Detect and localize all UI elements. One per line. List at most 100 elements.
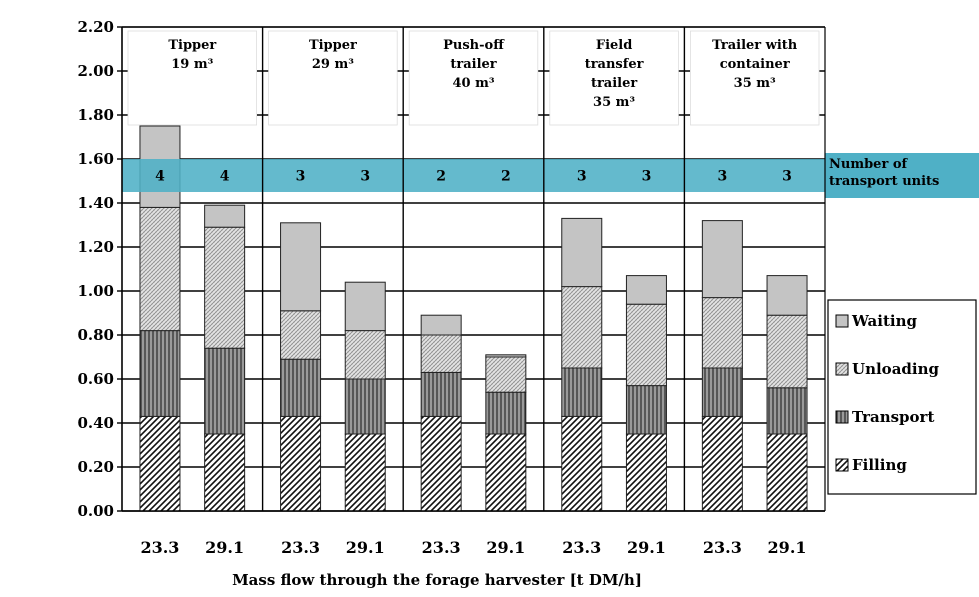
x-tick-labels: 23.3 29.1 23.3 29.1 23.3 29.1 23.3 29.1 23.3 29.1 <box>140 538 806 557</box>
transport-unit-count: 3 <box>642 169 652 185</box>
bars <box>139 125 808 512</box>
legend: Waiting Unloading Transport Filling <box>827 299 977 495</box>
bar-segment-unloading <box>204 226 246 349</box>
bar-segment-unloading <box>561 286 603 369</box>
transport-unit-count: 3 <box>577 169 587 185</box>
y-tick-label: 2.20 <box>77 18 114 36</box>
group-title-box <box>408 30 539 126</box>
bar-segment-unloading <box>701 297 743 369</box>
group-title-line: trailer <box>450 57 496 72</box>
y-tick-label: 0.00 <box>77 502 114 520</box>
legend-swatch-waiting <box>835 314 849 328</box>
bar-segment-transport <box>766 387 808 435</box>
x-tick-label: 29.1 <box>486 538 525 557</box>
group-title-line: 35 m³ <box>734 76 776 91</box>
y-tick-label: 1.20 <box>77 238 114 256</box>
y-tick-label: 2.00 <box>77 62 114 80</box>
x-tick-label: 29.1 <box>627 538 666 557</box>
bar-segment-filling <box>280 415 322 512</box>
transport-unit-count: 3 <box>296 169 306 185</box>
y-tick-label: 0.60 <box>77 370 114 388</box>
y-tick-label: 0.80 <box>77 326 114 344</box>
bar-segment-filling <box>766 433 808 512</box>
bar-segment-transport <box>280 358 322 417</box>
bar-segment-filling <box>420 415 462 512</box>
group-title-line: Tipper <box>309 38 357 53</box>
legend-label-unloading: Unloading <box>852 360 940 378</box>
group-title-box <box>127 30 258 126</box>
bar-segment-waiting <box>344 281 386 332</box>
transport-unit-count: 3 <box>782 169 792 185</box>
bar-segment-transport <box>485 391 527 435</box>
bar-segment-unloading <box>625 303 667 387</box>
group-title-box <box>690 30 820 126</box>
bar-segment-transport <box>139 330 181 417</box>
x-tick-label: 23.3 <box>703 538 742 557</box>
y-tick-label: 1.40 <box>77 194 114 212</box>
group-title-line: 40 m³ <box>452 76 494 91</box>
legend-swatch-transport <box>835 410 849 424</box>
x-tick-label: 23.3 <box>281 538 320 557</box>
band-label-line: Number of <box>829 157 908 172</box>
bar-segment-unloading <box>344 330 386 380</box>
x-tick-label: 29.1 <box>205 538 244 557</box>
y-tick-label: 0.40 <box>77 414 114 432</box>
band-label-line: transport units <box>829 174 939 189</box>
axes <box>121 26 826 512</box>
bar-segment-filling <box>139 415 181 512</box>
group-title-line: container <box>720 57 790 72</box>
y-tick-label: 1.00 <box>77 282 114 300</box>
transport-unit-count: 2 <box>436 169 446 185</box>
legend-label-waiting: Waiting <box>851 312 917 330</box>
bar-segment-waiting <box>766 275 808 316</box>
bar-segment-transport <box>625 385 667 435</box>
bar-segment-transport <box>561 367 603 417</box>
x-tick-label: 23.3 <box>562 538 601 557</box>
x-tick-label: 29.1 <box>346 538 385 557</box>
group-title-line: Push-off <box>443 38 505 53</box>
group-separators <box>261 27 686 511</box>
group-title-line: Trailer with <box>712 38 798 53</box>
group-title-box <box>268 30 398 126</box>
bar-segment-unloading <box>420 334 462 373</box>
legend-label-filling: Filling <box>852 456 907 474</box>
y-tick-label: 1.60 <box>77 150 114 168</box>
bar-segment-unloading <box>280 310 322 360</box>
bar-segment-waiting <box>561 217 603 288</box>
group-title-line: transfer <box>585 57 644 72</box>
bar-segment-waiting <box>701 220 743 299</box>
group-title-line: Field <box>596 38 632 53</box>
group-title-line: 19 m³ <box>171 57 213 72</box>
bar-segment-waiting <box>485 354 527 358</box>
bar-segment-unloading <box>139 206 181 332</box>
bar-segment-waiting <box>204 204 246 228</box>
band-strip <box>122 159 825 192</box>
transport-unit-count: 2 <box>501 169 511 185</box>
group-title-line: Tipper <box>168 38 216 53</box>
legend-swatch-unloading <box>835 362 849 376</box>
group-title-box <box>549 30 679 126</box>
transport-unit-count: 4 <box>155 169 165 185</box>
group-title-line: 35 m³ <box>593 95 635 110</box>
bar-segment-unloading <box>485 356 527 393</box>
bar-segment-transport <box>701 367 743 417</box>
transport-units-band: Number of transport units 4 4 3 3 2 2 3 3 3 3 <box>122 153 979 198</box>
x-tick-label: 29.1 <box>768 538 807 557</box>
transport-unit-count: 3 <box>360 169 370 185</box>
bar-segment-transport <box>420 371 462 417</box>
group-title-line: 29 m³ <box>312 57 354 72</box>
bar-segment-filling <box>204 433 246 512</box>
bar-segment-transport <box>204 347 246 435</box>
bar-segment-filling <box>561 415 603 512</box>
bar-segment-filling <box>701 415 743 512</box>
x-tick-label: 23.3 <box>140 538 179 557</box>
x-tick-label: 23.3 <box>422 538 461 557</box>
band-label-box <box>825 153 979 198</box>
y-tick-label: 0.20 <box>77 458 114 476</box>
bar-segment-waiting <box>420 314 462 336</box>
legend-label-transport: Transport <box>852 408 934 426</box>
x-axis-title: Mass flow through the forage harvester [… <box>232 571 642 589</box>
transport-unit-count: 4 <box>220 169 230 185</box>
group-titles: Tipper 19 m³ Tipper 29 m³ Push-off trailer 40 … <box>127 30 820 126</box>
